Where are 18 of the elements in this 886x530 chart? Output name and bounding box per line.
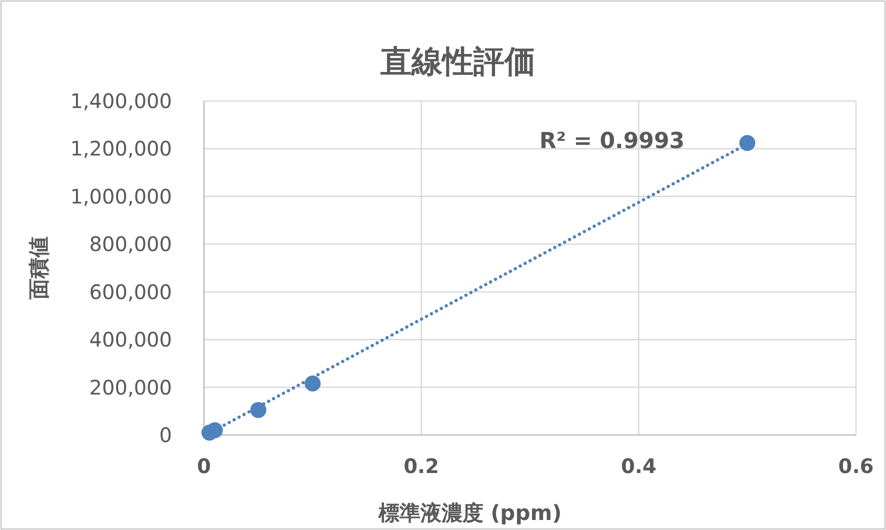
point: [304, 375, 321, 392]
y-tick-label: 800,000: [89, 232, 172, 256]
x-tick-label: 0: [197, 454, 211, 478]
x-tick-label: 0.4: [620, 454, 656, 478]
x-axis-title: 標準液濃度 (ppm): [377, 501, 562, 525]
annotation: R² = 0.9993: [539, 129, 685, 154]
y-tick-label: 200,000: [89, 375, 172, 400]
point: [739, 134, 756, 151]
y-tick-label: 1,400,000: [70, 89, 172, 113]
y-axis-title: 面積値: [27, 236, 51, 300]
chart-title: 直線性評価: [380, 44, 536, 80]
x-tick-label: 0.6: [838, 454, 874, 478]
x-tick-label: 0.2: [404, 454, 440, 478]
y-tick-label: 600,000: [89, 280, 172, 304]
y-tick-label: 400,000: [89, 328, 172, 352]
y-tick-label: 1,200,000: [70, 136, 172, 161]
y-tick-label: 0: [159, 423, 172, 447]
y-tick-label: 1,000,000: [70, 184, 172, 208]
